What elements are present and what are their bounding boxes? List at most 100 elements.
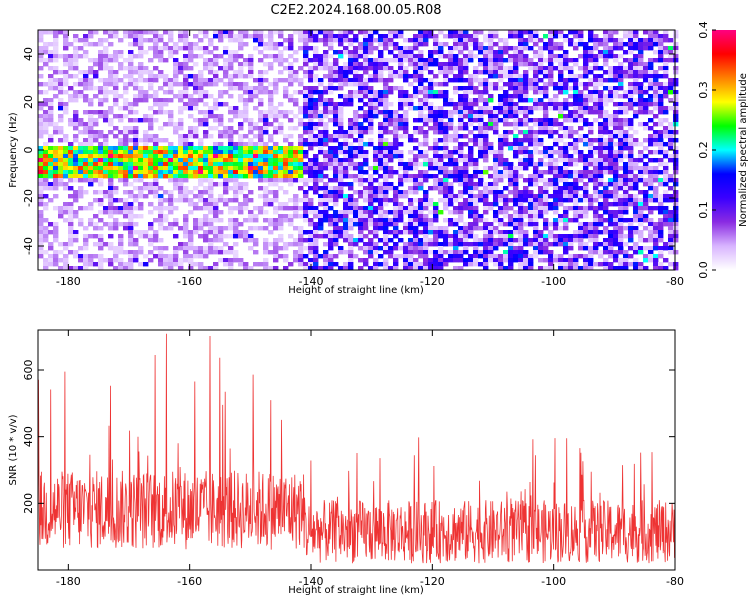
heatmap-cell <box>243 58 249 63</box>
heatmap-cell <box>153 42 159 47</box>
heatmap-cell <box>333 226 339 231</box>
heatmap-cell <box>128 162 134 167</box>
heatmap-cell <box>48 106 54 111</box>
heatmap-cell <box>223 262 229 267</box>
heatmap-cell <box>173 78 179 83</box>
heatmap-cell <box>308 106 314 111</box>
heatmap-cell <box>523 250 529 255</box>
heatmap-cell <box>348 234 354 239</box>
heatmap-cell <box>523 178 529 183</box>
heatmap-cell <box>368 86 374 91</box>
heatmap-cell <box>493 174 499 179</box>
heatmap-cell <box>578 230 584 235</box>
heatmap-cell <box>363 70 369 75</box>
heatmap-cell <box>223 186 229 191</box>
heatmap-cell <box>268 34 274 39</box>
heatmap-cell <box>48 30 54 35</box>
heatmap-cell <box>473 198 479 203</box>
heatmap-cell <box>63 110 69 115</box>
heatmap-cell <box>328 222 334 227</box>
heatmap-cell <box>43 262 49 267</box>
heatmap-cell <box>528 194 534 199</box>
heatmap-cell <box>423 138 429 143</box>
heatmap-cell <box>118 62 124 67</box>
heatmap-cell <box>543 234 549 239</box>
heatmap-cell <box>43 206 49 211</box>
heatmap-cell <box>508 110 514 115</box>
heatmap-cell <box>313 226 319 231</box>
heatmap-cell <box>333 214 339 219</box>
heatmap-cell <box>503 170 509 175</box>
heatmap-cell <box>273 150 279 155</box>
heatmap-cell <box>253 250 259 255</box>
heatmap-cell <box>278 154 284 159</box>
heatmap-cell <box>58 106 64 111</box>
heatmap-cell <box>613 258 619 263</box>
heatmap-cell <box>573 138 579 143</box>
heatmap-cell <box>433 258 439 263</box>
heatmap-cell <box>38 230 44 235</box>
heatmap-cell <box>398 54 404 59</box>
heatmap-cell <box>373 114 379 119</box>
heatmap-cell <box>333 178 339 183</box>
heatmap-cell <box>518 30 524 35</box>
heatmap-cell <box>98 78 104 83</box>
heatmap-cell <box>213 174 219 179</box>
heatmap-cell <box>523 38 529 43</box>
heatmap-cell <box>53 194 59 199</box>
heatmap-cell <box>273 198 279 203</box>
heatmap-cell <box>468 158 474 163</box>
heatmap-cell <box>203 198 209 203</box>
heatmap-cell <box>258 58 264 63</box>
heatmap-cell <box>63 154 69 159</box>
heatmap-cell <box>258 158 264 163</box>
heatmap-cell <box>508 242 514 247</box>
heatmap-cell <box>303 90 309 95</box>
heatmap-cell <box>373 158 379 163</box>
heatmap-cell <box>628 30 634 35</box>
heatmap-cell <box>573 142 579 147</box>
heatmap-cell <box>603 62 609 67</box>
heatmap-cell <box>183 226 189 231</box>
heatmap-cell <box>353 198 359 203</box>
heatmap-cell <box>108 258 114 263</box>
heatmap-cell <box>148 86 154 91</box>
heatmap-cell <box>543 114 549 119</box>
heatmap-cell <box>483 226 489 231</box>
heatmap-cell <box>493 166 499 171</box>
heatmap-cell <box>358 194 364 199</box>
heatmap-cell <box>43 154 49 159</box>
heatmap-cell <box>548 66 554 71</box>
heatmap-cell <box>183 38 189 43</box>
heatmap-cell <box>118 262 124 267</box>
heatmap-cell <box>603 166 609 171</box>
heatmap-cell <box>273 86 279 91</box>
heatmap-cell <box>308 174 314 179</box>
heatmap-cell <box>198 234 204 239</box>
heatmap-cell <box>343 78 349 83</box>
heatmap-cell <box>303 262 309 267</box>
heatmap-cell <box>183 198 189 203</box>
heatmap-cell <box>293 194 299 199</box>
heatmap-cell <box>388 110 394 115</box>
heatmap-cell <box>163 154 169 159</box>
heatmap-cell <box>518 258 524 263</box>
heatmap-cell <box>603 130 609 135</box>
heatmap-cell <box>553 150 559 155</box>
heatmap-cell <box>213 146 219 151</box>
heatmap-cell <box>178 146 184 151</box>
heatmap-cell <box>448 62 454 67</box>
heatmap-cell <box>258 174 264 179</box>
heatmap-cell <box>608 218 614 223</box>
heatmap-cell <box>423 178 429 183</box>
heatmap-cell <box>163 266 169 271</box>
heatmap-cell <box>563 78 569 83</box>
heatmap-cell <box>448 134 454 139</box>
heatmap-cell <box>38 238 44 243</box>
heatmap-cell <box>318 142 324 147</box>
heatmap-cell <box>473 242 479 247</box>
heatmap-cell <box>448 138 454 143</box>
heatmap-cell <box>468 258 474 263</box>
heatmap-cell <box>243 62 249 67</box>
heatmap-cell <box>178 134 184 139</box>
